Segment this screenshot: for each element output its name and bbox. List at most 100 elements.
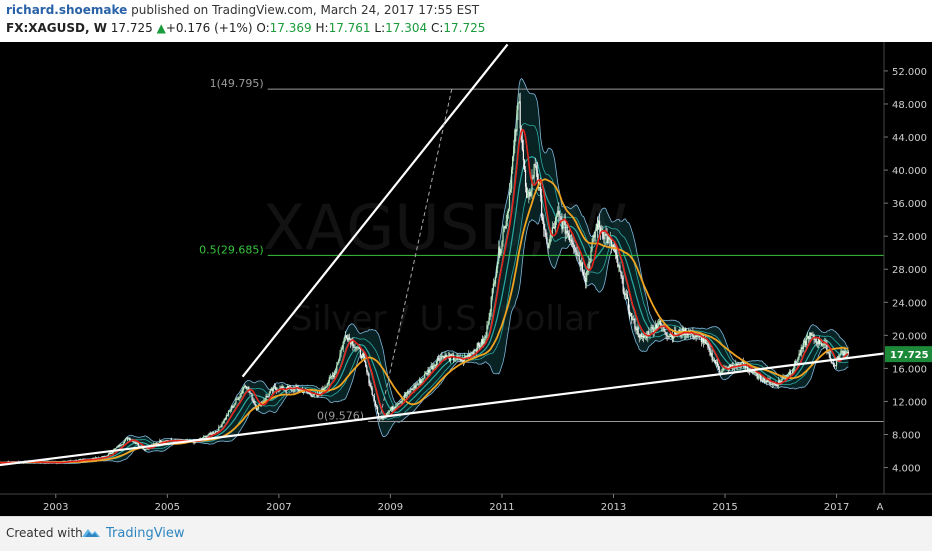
candle — [408, 390, 410, 395]
candle — [420, 378, 423, 384]
chart-header: richard.shoemake published on TradingVie… — [0, 0, 932, 42]
candle-body — [312, 395, 314, 397]
candle-body — [307, 392, 309, 394]
candle — [710, 349, 712, 358]
candle — [577, 250, 579, 257]
candle — [579, 259, 581, 272]
candle-body — [169, 439, 172, 441]
ohlc-line: FX:XAGUSD, W 17.725 ▲+0.176 (+1%) O:17.3… — [6, 21, 485, 35]
candle-body — [129, 438, 131, 441]
candle — [532, 174, 534, 180]
candle-body — [484, 338, 486, 340]
last-price-badge-label: 17.725 — [890, 350, 929, 361]
candle — [714, 359, 716, 365]
candle-body — [670, 334, 673, 337]
candle-body — [421, 378, 424, 380]
candle — [123, 439, 126, 444]
candle-body — [582, 271, 585, 277]
candle — [650, 324, 652, 335]
candle — [455, 358, 457, 362]
candle-body — [298, 390, 300, 391]
candle-body — [391, 406, 394, 410]
candle — [405, 391, 408, 399]
candle-body — [618, 265, 620, 267]
candle — [726, 366, 728, 368]
candle-body — [515, 130, 517, 132]
price-chart[interactable]: XAGUSD, W Silver / U.S. Dollar 1(49.795)… — [0, 42, 932, 516]
candle — [404, 391, 407, 398]
candle — [581, 261, 583, 275]
candle-body — [511, 169, 513, 189]
candle-body — [534, 163, 536, 166]
time-axis[interactable]: 2003 2005 2007 2009 2011 2013 2015 2017 A — [0, 493, 932, 513]
candle — [566, 224, 568, 238]
candle-body — [501, 241, 503, 250]
candle — [268, 391, 270, 398]
candle-body — [480, 339, 483, 346]
candle-body — [834, 365, 837, 367]
candle-body — [583, 276, 586, 279]
candle-body — [214, 431, 217, 433]
candle-body — [547, 244, 549, 248]
time-tick-label: 2013 — [601, 502, 626, 513]
middle-band — [0, 156, 849, 464]
price-axis[interactable]: 52.000 48.000 44.000 40.000 36.000 32.000 28.0… — [883, 42, 932, 516]
chart-background — [0, 42, 932, 516]
candle-body — [488, 317, 490, 325]
candle-body — [549, 235, 551, 243]
chart-area[interactable]: XAGUSD, W Silver / U.S. Dollar 1(49.795)… — [0, 42, 932, 516]
candle — [623, 287, 625, 300]
candle-body — [161, 441, 163, 443]
candle — [556, 212, 558, 225]
candle-body — [266, 396, 268, 397]
candle-body — [562, 220, 564, 230]
candle-body — [426, 372, 428, 375]
candle-body — [270, 388, 272, 391]
candle-body — [265, 396, 267, 400]
candle — [811, 332, 813, 336]
candle — [119, 443, 121, 447]
candle — [812, 331, 814, 338]
candle-body — [160, 440, 162, 443]
candle-body — [593, 235, 595, 238]
candle-body — [454, 360, 456, 361]
candle-body — [471, 352, 473, 354]
candle-body — [721, 370, 723, 373]
candle-body — [323, 389, 325, 391]
candle — [240, 390, 242, 398]
candle — [411, 388, 413, 390]
tradingview-brand-link[interactable]: TradingView — [106, 526, 185, 541]
candle-body — [600, 227, 602, 233]
candle — [222, 420, 224, 424]
candle — [633, 314, 635, 324]
candle-body — [401, 398, 403, 402]
candle — [220, 424, 222, 428]
candle-body — [254, 404, 256, 406]
candle-body — [522, 149, 525, 161]
candle — [371, 385, 373, 396]
candle-body — [664, 330, 666, 333]
candle-body — [440, 356, 442, 361]
symbol-label[interactable]: FX:XAGUSD, W — [6, 21, 107, 35]
candle-body — [497, 261, 499, 268]
candle-body — [433, 365, 435, 366]
candle-body — [809, 332, 811, 339]
candle — [521, 129, 523, 152]
candle-body — [491, 288, 493, 297]
candle-body — [777, 385, 779, 386]
candle-body — [357, 346, 359, 348]
candle-body — [374, 401, 376, 406]
candle — [339, 349, 341, 362]
tradingview-logo-icon[interactable] — [80, 525, 102, 545]
candle — [360, 354, 363, 361]
candle-body — [713, 359, 715, 361]
author-link[interactable]: richard.shoemake — [6, 3, 128, 17]
candle-body — [498, 247, 500, 262]
candle-body — [654, 324, 656, 330]
candle-body — [464, 356, 467, 358]
candle-body — [619, 265, 621, 272]
candle-body — [759, 374, 762, 380]
candle — [576, 246, 578, 261]
candle-body — [313, 392, 315, 396]
candle — [121, 443, 123, 446]
